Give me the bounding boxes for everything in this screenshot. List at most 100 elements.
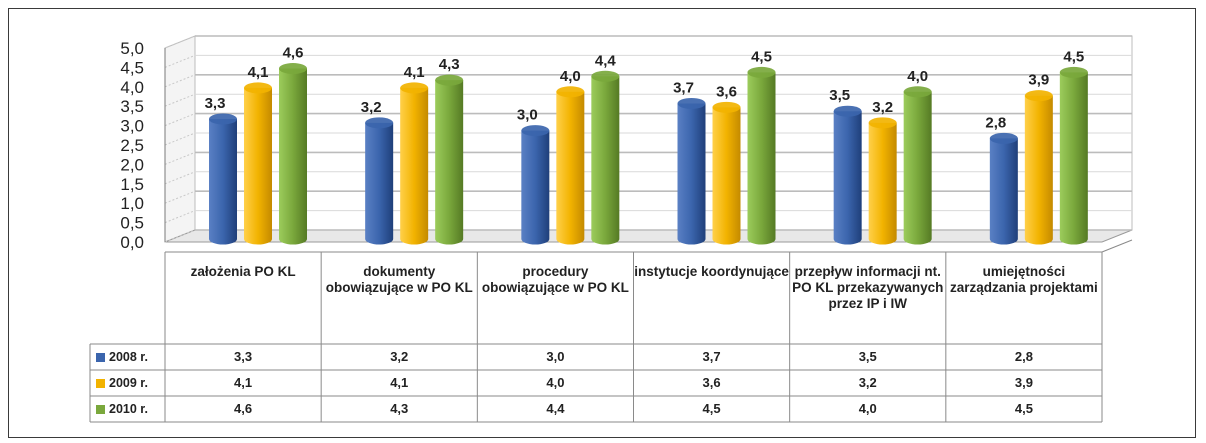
gridline-side — [164, 229, 196, 243]
bar-cap — [868, 117, 897, 129]
data-label: 4,6 — [283, 45, 304, 62]
table-cell: 3,0 — [546, 349, 565, 364]
table-cell: 3,3 — [234, 349, 253, 364]
y-tick-label: 1,0 — [120, 194, 144, 213]
data-label: 3,0 — [517, 107, 538, 124]
bar-cap — [712, 101, 741, 113]
gridline-side — [164, 151, 196, 165]
y-tick-label: 0,5 — [120, 214, 144, 233]
bar-cap — [591, 70, 620, 82]
table-cell: 3,9 — [1014, 375, 1033, 390]
bar — [868, 117, 897, 245]
bar-cap — [556, 86, 585, 98]
y-tick-label: 0,0 — [120, 233, 144, 252]
data-label: 3,6 — [716, 83, 737, 100]
bar-cap — [400, 82, 429, 94]
bar-cap — [279, 63, 307, 75]
bar-body — [712, 107, 741, 245]
y-tick-label: 3,0 — [120, 117, 144, 136]
bar-cap — [903, 86, 932, 98]
bar-cap — [435, 74, 464, 86]
bar — [747, 66, 776, 245]
bar — [903, 86, 932, 245]
legend-entry: 2009 r. — [90, 370, 160, 396]
data-label: 3,2 — [361, 99, 382, 116]
data-label: 4,4 — [595, 52, 617, 69]
legend-swatch — [96, 378, 105, 388]
bar-cap — [989, 132, 1018, 144]
bar — [1024, 90, 1053, 245]
data-label: 3,5 — [829, 87, 850, 104]
table-cell: 3,5 — [858, 349, 877, 364]
chart-back-wall — [164, 35, 1133, 243]
bar-cap — [747, 66, 776, 78]
bar — [521, 125, 550, 245]
bar-cap — [365, 117, 394, 129]
gridline-side — [164, 171, 196, 185]
legend-label: 2010 r. — [109, 402, 148, 416]
legend-label: 2008 r. — [109, 350, 148, 364]
table-cell: 4,3 — [390, 401, 409, 416]
data-label: 3,9 — [1028, 72, 1049, 89]
category-label: przepływ informacji nt. PO KL przekazywa… — [792, 264, 944, 311]
bar-body — [747, 72, 776, 245]
data-label: 4,1 — [404, 64, 425, 81]
bar-body — [244, 87, 272, 245]
bar — [365, 117, 394, 245]
data-label: 4,0 — [907, 68, 928, 85]
table-cell: 3,2 — [390, 349, 409, 364]
bar — [989, 132, 1018, 245]
gridline-side — [164, 74, 196, 88]
legend-entry: 2010 r. — [90, 396, 160, 422]
table-cell: 3,7 — [702, 349, 721, 364]
table-cell: 4,0 — [858, 401, 877, 416]
bar-body — [279, 68, 307, 245]
table-cell: 4,6 — [234, 401, 253, 416]
bar-body — [556, 91, 585, 245]
bar — [244, 82, 272, 245]
data-label: 4,1 — [248, 64, 269, 81]
data-label: 4,0 — [560, 68, 581, 85]
gridline-side — [164, 113, 196, 127]
gridline-side — [164, 132, 196, 146]
gridline-side — [164, 93, 196, 107]
y-tick-label: 4,0 — [120, 78, 144, 97]
table-cell: 4,4 — [546, 401, 565, 416]
bar — [833, 105, 862, 245]
category-label: umiejętności zarządzania projektami — [950, 264, 1098, 295]
bar-cap — [244, 82, 272, 94]
y-tick-label: 4,5 — [120, 58, 144, 77]
gridline-side — [164, 210, 196, 224]
y-tick-label: 1,5 — [120, 175, 144, 194]
table-cell: 4,1 — [390, 375, 409, 390]
category-label: dokumenty obowiązujące w PO KL — [325, 264, 473, 295]
bar-body — [521, 130, 550, 245]
table-line — [1101, 239, 1133, 253]
category-label: założenia PO KL — [190, 264, 296, 279]
category-label: instytucje koordynujące — [634, 264, 789, 279]
data-label: 2,8 — [985, 114, 1006, 131]
bar-body — [365, 122, 394, 245]
bar-cap — [209, 113, 237, 125]
bar-body — [903, 91, 932, 245]
bar-body — [591, 76, 620, 245]
bar — [435, 74, 464, 245]
data-label: 3,2 — [872, 99, 893, 116]
bar — [400, 82, 429, 245]
y-tick-label: 2,5 — [120, 136, 144, 155]
table-cell: 4,1 — [234, 375, 253, 390]
bar — [677, 97, 706, 245]
bar-body — [677, 103, 706, 245]
bar-cap — [521, 125, 550, 137]
bar — [279, 63, 307, 245]
legend-entry: 2008 r. — [90, 344, 160, 370]
gridline-side — [164, 190, 196, 204]
legend-label: 2009 r. — [109, 376, 148, 390]
table-cell: 2,8 — [1014, 349, 1033, 364]
data-labels-layer: 3,3 4,1 4,6 3,2 4,1 4,3 3,0 4,0 4,4 3,7 3,6 4,5 3,5 3… — [205, 45, 1085, 132]
table-cell: 4,5 — [1014, 401, 1033, 416]
bar-body — [435, 80, 464, 245]
data-label: 3,3 — [205, 95, 226, 112]
y-axis: 0,00,51,01,52,02,53,03,54,04,55,0 — [120, 39, 166, 252]
bar-body — [833, 111, 862, 245]
